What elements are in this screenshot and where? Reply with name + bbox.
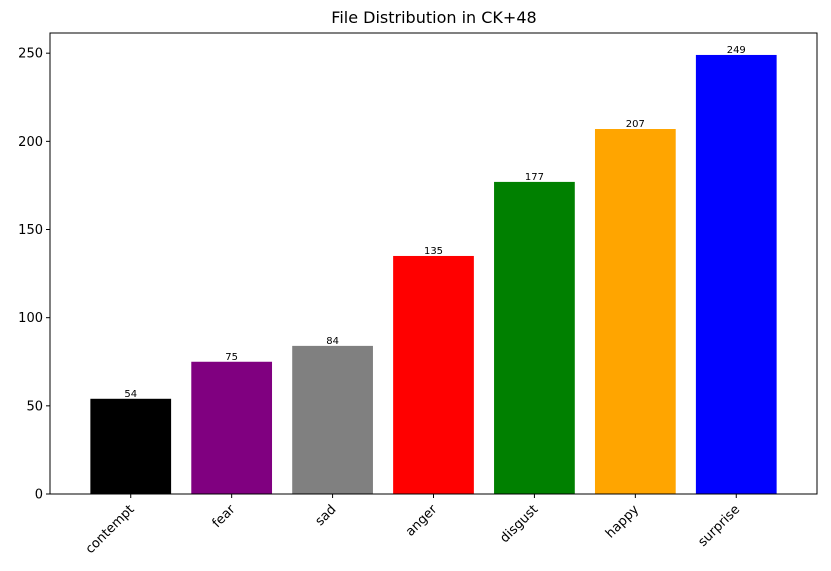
- bar-value-label-sad: 84: [326, 336, 339, 347]
- x-tick-label-happy: happy: [603, 502, 642, 541]
- x-tick-label-disgust: disgust: [497, 502, 541, 546]
- bar-happy: [594, 129, 676, 494]
- bar-disgust: [494, 181, 575, 494]
- bar-value-label-happy: 207: [626, 119, 645, 130]
- x-tick-label-sad: sad: [313, 502, 340, 529]
- bar-fear: [191, 361, 273, 494]
- x-axis: contempt fear sad anger disgust happy surprise: [83, 494, 743, 557]
- y-tick-label-50: 50: [26, 399, 43, 414]
- bar-surprise: [695, 54, 777, 494]
- y-tick-label-0: 0: [35, 488, 43, 503]
- x-tick-label-anger: anger: [403, 502, 441, 540]
- bar-value-label-disgust: 177: [525, 172, 544, 183]
- bar-value-label-fear: 75: [225, 352, 238, 363]
- bar-value-label-surprise: 249: [727, 45, 746, 56]
- bar-sad: [292, 345, 373, 494]
- chart-title: File Distribution in CK+48: [331, 8, 536, 27]
- bar-anger: [393, 255, 474, 494]
- y-tick-label-200: 200: [18, 135, 43, 150]
- plot-frame: [49, 32, 818, 495]
- bar-contempt: [90, 398, 172, 494]
- x-tick-label-fear: fear: [210, 502, 239, 531]
- bars-group: [90, 54, 777, 494]
- bar-value-label-contempt: 54: [124, 389, 137, 400]
- y-tick-label-150: 150: [18, 223, 43, 238]
- y-tick-label-100: 100: [18, 311, 43, 326]
- y-axis: 0 50 100 150 200 250: [18, 47, 50, 503]
- x-tick-label-contempt: contempt: [83, 502, 138, 557]
- x-tick-label-surprise: surprise: [695, 502, 743, 550]
- y-tick-label-250: 250: [18, 47, 43, 62]
- bar-value-label-anger: 135: [424, 246, 443, 257]
- bar-labels-group: 54 75 84 135 177 207 249: [124, 45, 745, 400]
